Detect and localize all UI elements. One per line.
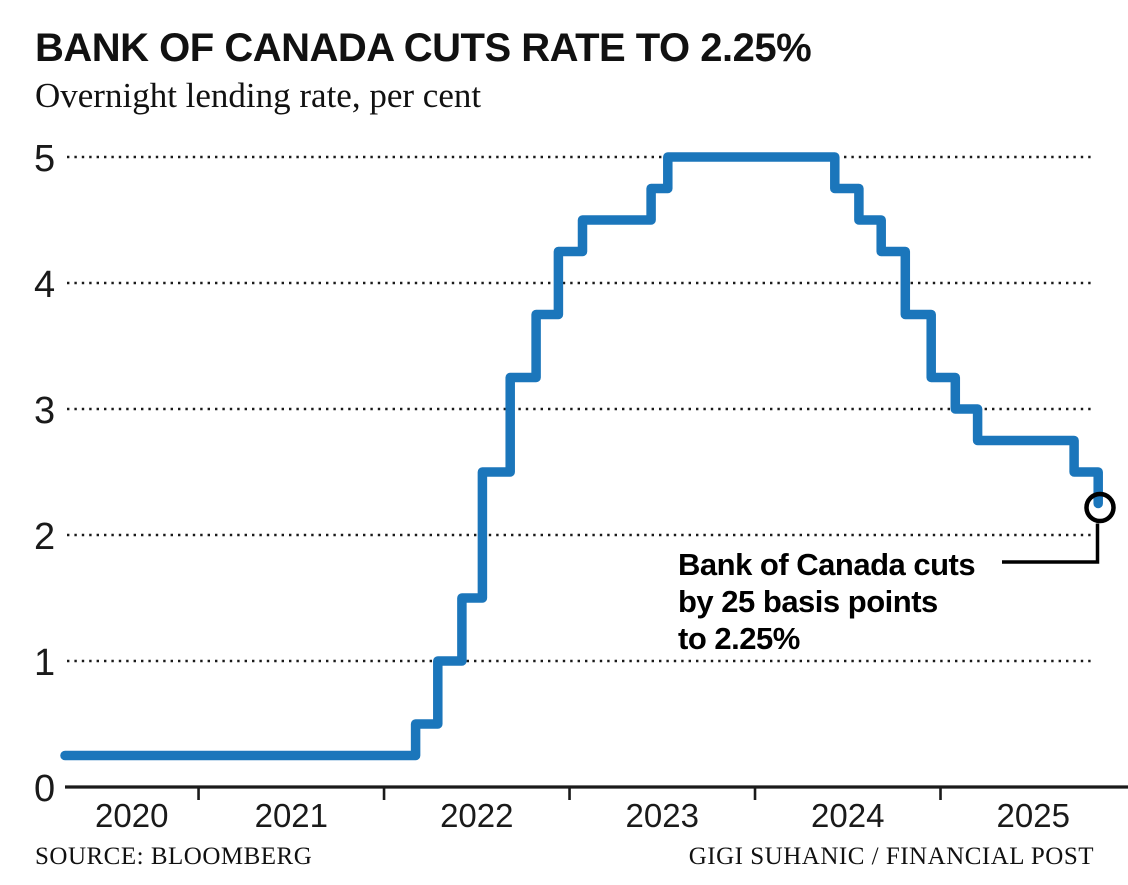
annotation-line-1: Bank of Canada cuts xyxy=(678,547,976,582)
annotation-line-3: to 2.25% xyxy=(678,621,800,656)
x-axis-label: 2025 xyxy=(996,797,1070,834)
chart-subtitle: Overnight lending rate, per cent xyxy=(35,76,482,115)
annotation-callout: Bank of Canada cuts by 25 basis points t… xyxy=(678,546,976,657)
x-axis-label: 2024 xyxy=(811,797,885,834)
y-axis-label: 2 xyxy=(34,516,56,558)
end-point-marker xyxy=(1084,491,1116,524)
author-credit: GIGI SUHANIC / FINANCIAL POST xyxy=(688,843,1094,870)
x-axis-label: 2022 xyxy=(440,797,514,834)
y-axis-label: 1 xyxy=(34,642,56,684)
y-axis-label: 5 xyxy=(34,138,56,180)
annotation-connector-line xyxy=(1002,523,1100,564)
annotation-line-2: by 25 basis points xyxy=(678,584,938,619)
x-axis-label: 2020 xyxy=(95,797,169,834)
chart-title: BANK OF CANADA CUTS RATE TO 2.25% xyxy=(35,26,812,70)
x-axis-label: 2021 xyxy=(254,797,329,834)
y-axis-label: 3 xyxy=(34,390,56,432)
y-axis-label: 4 xyxy=(34,264,56,306)
y-axis-label: 0 xyxy=(34,768,56,810)
source-credit: SOURCE: BLOOMBERG xyxy=(35,843,313,870)
x-axis-label: 2023 xyxy=(625,797,699,834)
rate-step-line xyxy=(60,152,1103,761)
